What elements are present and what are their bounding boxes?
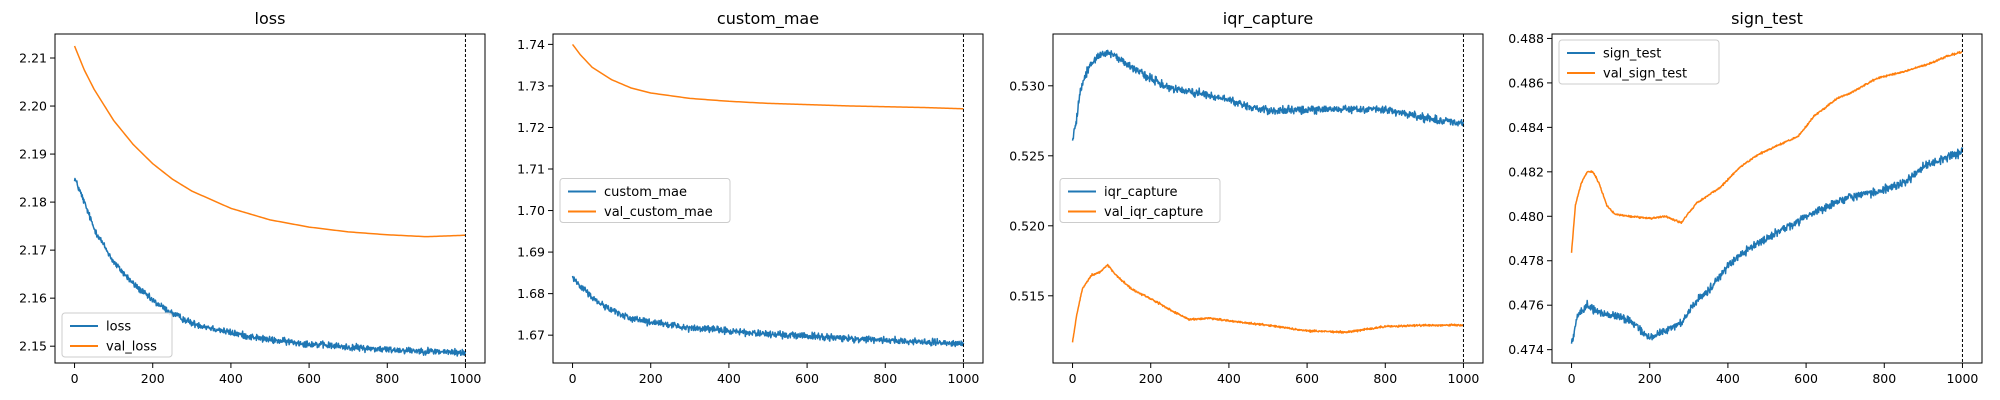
panel-title: loss [255,9,286,28]
x-tick-label: 400 [219,371,243,386]
axes-frame [552,33,984,364]
panel-loss: loss 0 200 400 600 800 1000 2.15 2.16 2.17 2.18 2.… [19,9,486,386]
y-tick-label: 0.478 [1508,253,1544,268]
x-tick-label: 1000 [450,371,482,386]
legend: iqr_capture val_iqr_capture [1059,178,1221,223]
axes-frame [1052,33,1484,364]
panel-sign-test: sign_test 0 200 400 600 800 1000 0.474 0.476 0.4… [1508,9,1983,386]
y-tick-label: 2.20 [19,99,47,114]
x-tick-label: 600 [1794,371,1818,386]
legend-label: custom_mae [604,185,687,200]
y-tick-label: 0.482 [1508,164,1544,179]
legend: loss val_loss [61,312,173,358]
y-tick-label: 1.71 [517,162,545,177]
y-tick-label: 2.21 [19,51,47,66]
y-tick-label: 0.476 [1508,298,1544,313]
legend-label: val_sign_test [1603,67,1687,82]
legend: sign_test val_sign_test [1558,39,1720,85]
series-line-custom-mae [571,275,965,348]
y-tick-label: 2.18 [19,195,47,210]
legend-label: val_loss [106,340,157,355]
y-tick-label: 1.72 [517,120,545,135]
y-tick-label: 2.19 [19,147,47,162]
y-tick-label: 1.67 [517,328,545,343]
x-tick-label: 0 [71,371,79,386]
series-line-val-custom-mae [571,43,964,110]
x-tick-label: 600 [1295,371,1319,386]
panel-iqr-capture: iqr_capture 0 200 400 600 800 1000 0.515 0.520 0… [1009,9,1484,386]
x-tick-label: 600 [795,371,819,386]
y-tick-label: 1.70 [517,203,545,218]
legend-label: sign_test [1603,47,1661,62]
y-tick-label: 1.73 [517,78,545,93]
y-tick-label: 2.16 [19,291,47,306]
x-tick-label: 200 [141,371,165,386]
x-tick-label: 0 [1069,371,1077,386]
x-tick-label: 400 [1217,371,1241,386]
y-tick-label: 0.525 [1009,148,1045,163]
x-tick-label: 800 [1373,371,1397,386]
legend: custom_mae val_custom_mae [559,178,731,223]
y-tick-label: 2.17 [19,243,47,258]
legend-label: iqr_capture [1104,185,1177,200]
legend-label: val_iqr_capture [1104,205,1203,220]
y-tick-label: 0.474 [1508,342,1544,357]
x-tick-label: 0 [1568,371,1576,386]
legend-label: loss [106,320,131,335]
x-tick-label: 1000 [1947,371,1979,386]
x-tick-label: 400 [717,371,741,386]
x-tick-label: 200 [1638,371,1662,386]
panel-title: sign_test [1731,9,1803,29]
y-tick-label: 0.488 [1508,31,1544,46]
x-tick-label: 400 [1716,371,1740,386]
x-tick-label: 200 [1139,371,1163,386]
y-tick-label: 1.69 [517,245,545,260]
y-tick-label: 2.15 [19,339,47,354]
y-tick-label: 0.520 [1009,218,1045,233]
y-tick-label: 0.484 [1508,120,1544,135]
x-tick-label: 800 [873,371,897,386]
legend-box [1059,178,1221,223]
x-tick-label: 200 [639,371,663,386]
panel-title: custom_mae [717,9,819,29]
y-tick-label: 0.480 [1508,209,1544,224]
series-line-val-iqr-capture [1071,263,1464,343]
legend-box [1558,39,1720,85]
axes-frame [54,33,486,364]
y-tick-label: 1.74 [517,37,545,52]
series-line-val-loss [73,45,466,238]
x-tick-label: 800 [375,371,399,386]
series-line-sign-test [1570,147,1964,344]
x-tick-label: 800 [1872,371,1896,386]
panel-title: iqr_capture [1223,9,1313,29]
panel-custom-mae: custom_mae 0 200 400 600 800 1000 1.67 1.68 1.69… [517,9,984,386]
x-tick-label: 600 [297,371,321,386]
legend-label: val_custom_mae [604,205,713,220]
y-tick-label: 0.515 [1009,288,1045,303]
y-tick-label: 0.530 [1009,78,1045,93]
series-line-loss [73,177,467,357]
axes-frame [1551,33,1983,364]
series-line-val-sign-test [1570,50,1963,253]
x-tick-label: 1000 [1448,371,1480,386]
x-tick-label: 0 [569,371,577,386]
y-tick-label: 0.486 [1508,75,1544,90]
y-tick-label: 1.68 [517,286,545,301]
x-tick-label: 1000 [948,371,980,386]
series-line-iqr-capture [1071,49,1465,141]
legend-box [559,178,731,223]
